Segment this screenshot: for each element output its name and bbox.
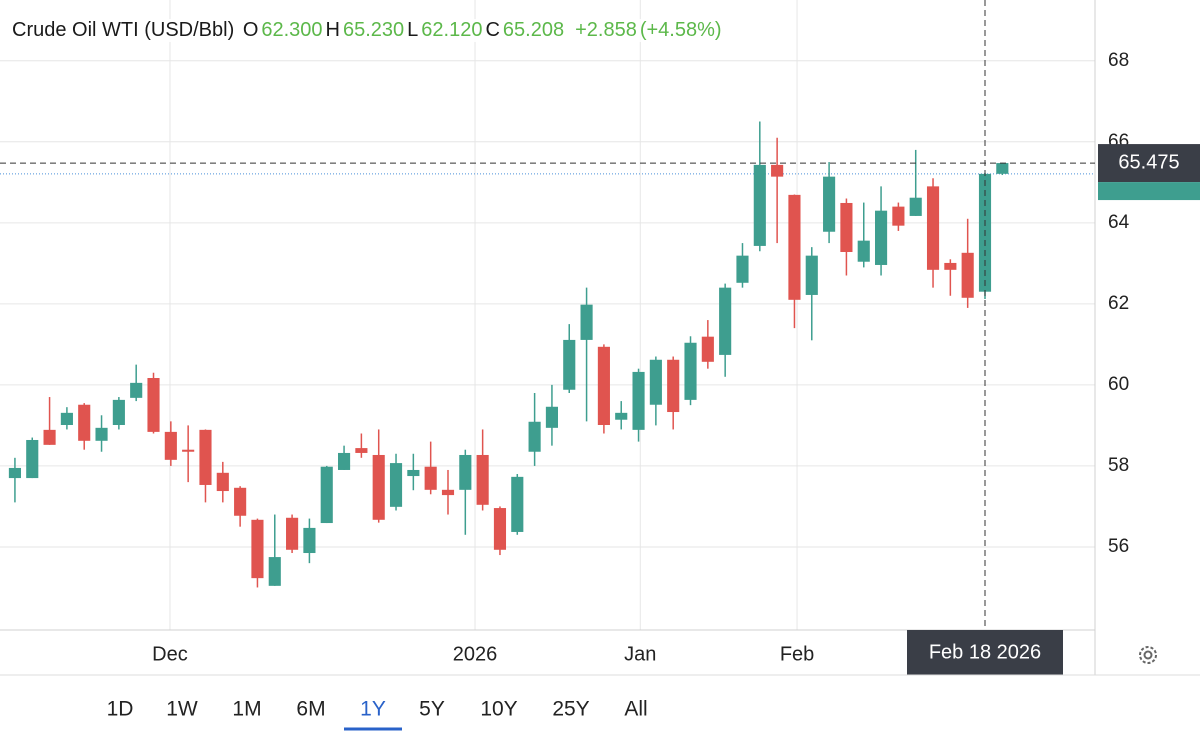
price-label-box <box>1098 144 1200 183</box>
candle-body <box>875 210 888 265</box>
candle-body <box>441 489 455 496</box>
candle-body <box>251 519 264 579</box>
candle-body <box>199 429 212 485</box>
candle-body <box>303 527 316 554</box>
range-button[interactable]: 5Y <box>419 698 445 721</box>
candle-body <box>320 466 333 524</box>
date-label-box <box>907 630 1064 675</box>
legend-key: H <box>325 19 340 41</box>
gear-ring <box>1139 646 1157 664</box>
candle-body <box>286 517 299 550</box>
legend-key: O <box>242 19 259 41</box>
candle-body <box>268 557 281 586</box>
candle-body <box>476 454 489 505</box>
range-button[interactable]: All <box>624 698 647 721</box>
candle-body <box>493 508 507 550</box>
legend-value: 65.208 <box>502 19 565 41</box>
y-tick-label: 58 <box>1108 455 1129 476</box>
range-button[interactable]: 25Y <box>552 698 589 721</box>
legend-key: C <box>485 19 500 41</box>
candle-body <box>684 342 697 400</box>
legend-change-pct: (+4.58%) <box>639 19 722 41</box>
range-button[interactable]: 1D <box>107 698 134 721</box>
y-tick-label: 56 <box>1108 536 1129 557</box>
candle-body <box>95 427 108 441</box>
candle-body <box>961 252 974 298</box>
x-tick-label: Dec <box>152 643 188 665</box>
candle-body <box>545 406 558 428</box>
candle-body <box>8 467 21 479</box>
candle-body <box>424 466 437 490</box>
candle-body <box>112 399 125 425</box>
candle-body <box>632 371 645 430</box>
candle-body <box>944 262 957 270</box>
candle-body <box>43 429 56 445</box>
candle-body <box>719 287 732 355</box>
ohlc-legend: Crude Oil WTI (USD/Bbl) O 62.300 H 65.230 L 6… <box>12 19 725 42</box>
candle-body <box>701 336 714 362</box>
candle-body <box>753 164 766 246</box>
candle-body <box>372 454 385 520</box>
candle-body <box>823 176 836 232</box>
candle-body <box>355 448 368 453</box>
candle-body <box>736 255 749 283</box>
legend-value: 62.300 <box>261 19 323 41</box>
candle-body <box>459 454 472 490</box>
price-label-accent <box>1098 182 1200 201</box>
y-tick-label: 62 <box>1108 293 1129 314</box>
candle-body <box>857 240 870 262</box>
x-tick-label: 2026 <box>453 643 498 665</box>
candle-body <box>667 359 680 413</box>
candle-body <box>60 412 73 425</box>
candle-body <box>407 469 420 477</box>
gear-hub <box>1143 650 1153 660</box>
candle-body <box>164 431 177 460</box>
legend-value: 62.120 <box>421 19 483 41</box>
candle-body <box>563 339 576 390</box>
date-label: Feb 18 2026 <box>929 641 1041 663</box>
candle-body <box>26 439 39 479</box>
candle-body <box>840 202 853 252</box>
price-label: 65.475 <box>1118 151 1179 173</box>
candle-body <box>389 463 403 507</box>
candle-body <box>615 412 628 420</box>
candle-body <box>926 186 940 270</box>
y-tick-label: 60 <box>1108 374 1129 395</box>
candle-body <box>580 304 593 340</box>
candle-body <box>805 255 818 295</box>
settings-button[interactable] <box>1139 646 1157 664</box>
candle-body <box>78 404 91 441</box>
candle-body <box>147 378 160 432</box>
x-tick-label: Jan <box>624 643 656 665</box>
range-button[interactable]: 1W <box>166 698 198 721</box>
x-tick-label: Feb <box>780 643 814 665</box>
range-button[interactable]: 1M <box>232 698 261 721</box>
candle-body <box>182 449 195 452</box>
candle-body <box>234 487 247 516</box>
candle-body <box>528 421 541 452</box>
candle-body <box>130 382 143 398</box>
candle-body <box>597 346 610 425</box>
candle-body <box>511 476 524 532</box>
candle-body <box>788 194 801 300</box>
range-button[interactable]: 1Y <box>360 698 386 721</box>
y-tick-label: 68 <box>1108 50 1129 71</box>
range-button[interactable]: 6M <box>296 698 325 721</box>
candle-body <box>771 164 784 177</box>
legend-value: 65.230 <box>343 19 405 41</box>
legend-title: Crude Oil WTI (USD/Bbl) <box>12 19 235 41</box>
range-button[interactable]: 10Y <box>480 698 517 721</box>
candle-body <box>909 197 922 216</box>
legend-key: L <box>407 19 419 41</box>
candle-body <box>649 359 662 405</box>
y-tick-label: 64 <box>1108 212 1130 233</box>
candle-body <box>337 452 351 470</box>
candle-body <box>216 472 229 492</box>
candle-body <box>996 163 1009 174</box>
legend-change: +2.858 <box>575 19 637 41</box>
candle-body <box>892 206 905 226</box>
